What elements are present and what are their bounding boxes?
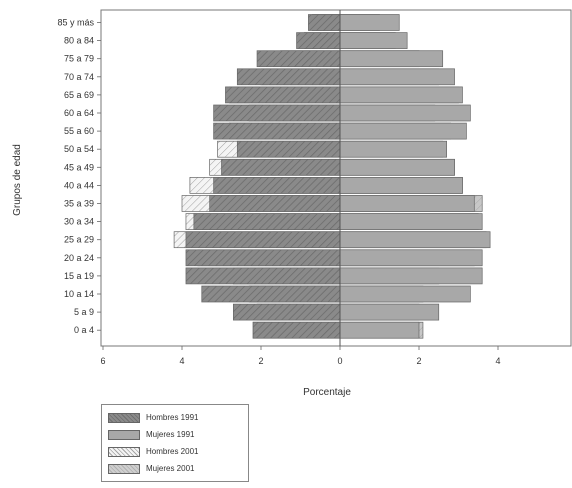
bar-mujeres-1991-20-a-24 xyxy=(339,249,483,267)
x-tick-label: 4 xyxy=(495,356,500,366)
y-tick-label: 60 a 64 xyxy=(64,108,94,118)
x-tick-label: 2 xyxy=(416,356,421,366)
bar-mujeres-1991-0-a-4 xyxy=(339,321,420,339)
y-tick-label: 65 a 69 xyxy=(64,90,94,100)
bar-hombres-1991-55-a-60 xyxy=(213,122,341,140)
y-tick-label: 85 y más xyxy=(57,18,94,28)
x-tick-label: 6 xyxy=(100,356,105,366)
y-axis-title: Grupos de edad xyxy=(12,144,23,216)
y-tick-labels: 0 a 4 5 a 9 10 a 14 15 a 19 20 a 24 25 a 29 30… xyxy=(57,18,101,335)
y-tick-label: 80 a 84 xyxy=(64,36,94,46)
y-tick-label: 25 a 29 xyxy=(64,235,94,245)
bar-mujeres-1991-75-a-79 xyxy=(339,50,444,68)
bar-mujeres-1991-5-a-9 xyxy=(339,303,440,321)
bar-mujeres-1991-60-a-64 xyxy=(339,104,471,122)
bar-hombres-1991-60-a-64 xyxy=(213,104,341,122)
bar-hombres-1991-15-a-19 xyxy=(185,267,341,285)
legend-item-mujeres-1991: Mujeres 1991 xyxy=(108,426,242,443)
bars-layer xyxy=(173,14,491,339)
y-tick-label: 15 a 19 xyxy=(64,271,94,281)
bar-mujeres-1991-15-a-19 xyxy=(339,267,483,285)
legend-swatch-mujeres-1991 xyxy=(108,429,140,440)
bar-hombres-1991-75-a-79 xyxy=(256,50,341,68)
x-tick-label: 0 xyxy=(337,356,342,366)
bar-mujeres-1991-50-a-54 xyxy=(339,140,448,158)
bar-mujeres-1991-10-a-14 xyxy=(339,285,471,303)
legend-item-mujeres-2001: Mujeres 2001 xyxy=(108,460,242,477)
x-tick-label: 4 xyxy=(179,356,184,366)
bar-mujeres-1991-45-a-49 xyxy=(339,158,455,176)
bar-mujeres-1991-85-y-más xyxy=(339,14,400,31)
y-tick-label: 55 a 60 xyxy=(64,126,94,136)
bar-hombres-1991-85-y-más xyxy=(308,14,341,31)
bar-hombres-1991-65-a-69 xyxy=(225,86,341,104)
bar-mujeres-1991-80-a-84 xyxy=(339,32,408,49)
y-tick-label: 70 a 74 xyxy=(64,72,94,82)
bar-hombres-1991-30-a-34 xyxy=(193,213,341,230)
bar-mujeres-1991-55-a-60 xyxy=(339,122,467,140)
legend-item-hombres-2001: Hombres 2001 xyxy=(108,443,242,460)
x-axis-title: Porcentaje xyxy=(303,387,351,398)
legend-item-hombres-1991: Hombres 1991 xyxy=(108,409,242,426)
y-tick-label: 0 a 4 xyxy=(74,325,94,335)
y-tick-label: 5 a 9 xyxy=(74,307,94,317)
y-tick-label: 30 a 34 xyxy=(64,217,94,227)
x-tick-labels: 6420246 xyxy=(100,346,501,366)
bar-hombres-1991-70-a-74 xyxy=(236,68,341,86)
bar-hombres-1991-20-a-24 xyxy=(185,249,341,267)
bar-hombres-1991-50-a-54 xyxy=(236,140,341,158)
legend-label: Mujeres 2001 xyxy=(146,464,195,473)
bar-hombres-1991-35-a-39 xyxy=(209,195,341,212)
bar-hombres-1991-40-a-44 xyxy=(213,177,341,194)
legend-swatch-hombres-1991 xyxy=(108,412,140,423)
x-tick-label: 2 xyxy=(258,356,263,366)
y-tick-label: 35 a 39 xyxy=(64,199,94,209)
bar-mujeres-1991-25-a-29 xyxy=(339,231,491,249)
y-tick-label: 45 a 49 xyxy=(64,162,94,172)
y-tick-label: 50 a 54 xyxy=(64,144,94,154)
bar-hombres-1991-0-a-4 xyxy=(252,321,341,339)
bar-hombres-1991-10-a-14 xyxy=(201,285,341,303)
bar-mujeres-1991-65-a-69 xyxy=(339,86,463,104)
legend-label: Mujeres 1991 xyxy=(146,430,195,439)
bar-hombres-1991-45-a-49 xyxy=(221,158,341,176)
y-tick-label: 20 a 24 xyxy=(64,253,94,263)
y-tick-label: 75 a 79 xyxy=(64,54,94,64)
legend-swatch-mujeres-2001 xyxy=(108,463,140,474)
bar-mujeres-1991-40-a-44 xyxy=(339,177,463,194)
bar-mujeres-1991-35-a-39 xyxy=(339,195,475,212)
legend-label: Hombres 1991 xyxy=(146,413,199,422)
y-tick-label: 40 a 44 xyxy=(64,180,94,190)
legend-swatch-hombres-2001 xyxy=(108,446,140,457)
bar-mujeres-1991-70-a-74 xyxy=(339,68,455,86)
bar-hombres-1991-80-a-84 xyxy=(296,32,341,49)
bar-hombres-1991-5-a-9 xyxy=(233,303,341,321)
bar-mujeres-1991-30-a-34 xyxy=(339,213,483,230)
legend: Hombres 1991 Mujeres 1991 Hombres 2001 M… xyxy=(101,404,249,482)
legend-label: Hombres 2001 xyxy=(146,447,199,456)
y-tick-label: 10 a 14 xyxy=(64,289,94,299)
bar-hombres-1991-25-a-29 xyxy=(185,231,341,249)
